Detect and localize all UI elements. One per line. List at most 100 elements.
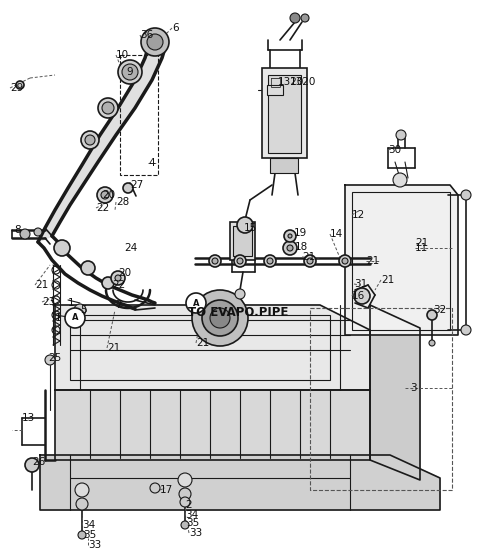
Text: 25: 25 xyxy=(48,353,61,363)
Circle shape xyxy=(290,13,300,23)
Circle shape xyxy=(264,255,276,267)
Polygon shape xyxy=(370,305,420,480)
Text: A: A xyxy=(193,299,199,307)
Text: 24: 24 xyxy=(124,243,137,253)
Text: 21: 21 xyxy=(302,252,315,262)
Text: 22: 22 xyxy=(112,280,125,290)
Circle shape xyxy=(427,310,437,320)
Polygon shape xyxy=(118,80,152,108)
Text: 31: 31 xyxy=(354,279,367,289)
Text: 20: 20 xyxy=(118,268,131,278)
Text: A: A xyxy=(72,314,78,323)
Circle shape xyxy=(237,217,253,233)
Circle shape xyxy=(287,245,293,251)
Text: 35: 35 xyxy=(186,518,199,528)
Text: 1: 1 xyxy=(68,298,74,308)
Circle shape xyxy=(396,130,406,140)
Circle shape xyxy=(429,340,435,346)
Text: 1320: 1320 xyxy=(290,77,316,87)
Polygon shape xyxy=(135,58,162,80)
Polygon shape xyxy=(38,222,60,242)
Text: 9: 9 xyxy=(126,67,132,77)
Text: 30: 30 xyxy=(388,145,401,155)
Circle shape xyxy=(234,255,246,267)
Text: 1320: 1320 xyxy=(278,77,304,87)
Polygon shape xyxy=(55,305,370,390)
Text: 11: 11 xyxy=(415,243,428,253)
Text: 17: 17 xyxy=(160,485,173,495)
Circle shape xyxy=(16,81,24,89)
Circle shape xyxy=(210,308,230,328)
Bar xyxy=(310,308,452,490)
Circle shape xyxy=(186,293,206,313)
Bar xyxy=(268,75,301,153)
Circle shape xyxy=(74,304,86,316)
Text: 21: 21 xyxy=(381,275,394,285)
Text: 22: 22 xyxy=(96,203,109,213)
Circle shape xyxy=(97,187,113,203)
Text: 23: 23 xyxy=(42,297,55,307)
Text: 3: 3 xyxy=(410,383,417,393)
Circle shape xyxy=(85,135,95,145)
Text: □: □ xyxy=(270,75,282,89)
Bar xyxy=(270,158,298,173)
Bar xyxy=(120,55,158,175)
Circle shape xyxy=(307,258,313,264)
Circle shape xyxy=(78,531,86,539)
Circle shape xyxy=(20,229,30,239)
Polygon shape xyxy=(82,135,116,165)
Circle shape xyxy=(180,497,190,507)
Polygon shape xyxy=(68,162,98,188)
Circle shape xyxy=(111,271,125,285)
Text: 27: 27 xyxy=(130,180,143,190)
Circle shape xyxy=(65,308,85,328)
Bar xyxy=(233,226,252,256)
Circle shape xyxy=(202,300,238,336)
Bar xyxy=(352,192,450,330)
Text: 21: 21 xyxy=(415,238,428,248)
Circle shape xyxy=(461,190,471,200)
Polygon shape xyxy=(345,185,458,335)
Text: 16: 16 xyxy=(352,291,365,301)
Text: 34: 34 xyxy=(82,520,95,530)
Text: 21: 21 xyxy=(35,280,48,290)
Circle shape xyxy=(123,183,133,193)
Text: 5: 5 xyxy=(80,305,86,315)
Text: 10: 10 xyxy=(116,50,129,60)
Circle shape xyxy=(141,28,169,56)
Circle shape xyxy=(34,228,42,236)
Polygon shape xyxy=(55,390,370,460)
Circle shape xyxy=(150,483,160,493)
Circle shape xyxy=(181,521,189,529)
Text: 2: 2 xyxy=(185,500,192,510)
Circle shape xyxy=(192,290,248,346)
Text: 33: 33 xyxy=(189,528,202,538)
Circle shape xyxy=(115,275,121,281)
Circle shape xyxy=(76,498,88,510)
Circle shape xyxy=(304,255,316,267)
Polygon shape xyxy=(55,185,83,210)
Circle shape xyxy=(342,258,348,264)
Polygon shape xyxy=(45,205,70,228)
Text: 15: 15 xyxy=(244,223,257,233)
Text: 28: 28 xyxy=(116,197,129,207)
Circle shape xyxy=(283,241,297,255)
Text: 14: 14 xyxy=(330,229,343,239)
Circle shape xyxy=(81,261,95,275)
Bar xyxy=(262,68,307,158)
Circle shape xyxy=(301,14,309,22)
Text: TO EVAPO.PIPE: TO EVAPO.PIPE xyxy=(188,306,288,320)
Text: 26: 26 xyxy=(32,457,45,467)
Text: 1: 1 xyxy=(55,313,61,323)
Circle shape xyxy=(25,458,39,472)
Circle shape xyxy=(235,289,245,299)
Text: 35: 35 xyxy=(83,530,96,540)
Circle shape xyxy=(102,102,114,114)
Bar xyxy=(70,315,330,380)
Text: 32: 32 xyxy=(433,305,446,315)
Text: 13: 13 xyxy=(22,413,35,423)
Text: 36: 36 xyxy=(140,30,153,40)
Circle shape xyxy=(393,173,407,187)
Circle shape xyxy=(122,64,138,80)
Circle shape xyxy=(212,258,218,264)
